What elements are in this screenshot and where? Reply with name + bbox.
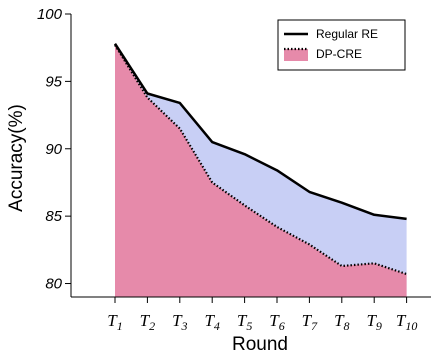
legend-label-dp-cre: DP-CRE	[316, 47, 362, 61]
series-line-dp-cre	[114, 44, 407, 276]
x-tick-label: T4	[204, 311, 219, 333]
legend-box	[277, 19, 406, 71]
x-tick-label: T9	[366, 311, 381, 333]
area-fills	[115, 43, 407, 298]
y-tick-label: 85	[45, 208, 62, 225]
y-tick-label: 95	[45, 73, 62, 90]
y-axis-ticks: 80 85 90 95 100	[37, 6, 71, 293]
x-tick-label: T10	[396, 311, 417, 333]
legend-label-regular-re: Regular RE	[316, 27, 378, 41]
y-axis-title: Accuracy(%)	[6, 104, 27, 212]
series-line-regular-re	[113, 42, 407, 221]
x-tick-label: T5	[237, 311, 252, 333]
area-fill-dp-cre	[115, 44, 407, 297]
legend-swatch-dp-cre-fill	[284, 49, 308, 61]
y-tick-label: 90	[45, 141, 62, 158]
x-tick-label: T2	[140, 311, 155, 333]
y-tick-label: 80	[45, 276, 62, 293]
x-tick-label: T7	[302, 311, 318, 333]
x-tick-label: T8	[334, 311, 349, 333]
x-tick-label: T6	[269, 311, 284, 333]
legend: Regular RE DP-CRE	[277, 19, 406, 71]
axes	[70, 14, 431, 298]
y-tick-label: 100	[37, 6, 63, 23]
x-axis-ticks: T1 T2 T3 T4 T5 T6 T7 T8 T9 T10	[107, 297, 417, 333]
x-axis-title: Round	[232, 334, 288, 355]
x-tick-label: T1	[107, 311, 122, 333]
x-tick-label: T3	[172, 311, 187, 333]
series-lines	[113, 42, 407, 276]
